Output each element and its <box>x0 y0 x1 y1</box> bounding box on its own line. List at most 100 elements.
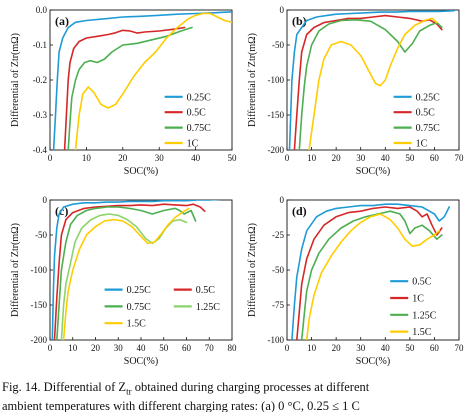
series-line <box>51 200 221 340</box>
legend-entry: 0.75C <box>127 302 152 313</box>
legend-entry: 1.5C <box>412 327 432 338</box>
y-tick-label: 0 <box>280 195 285 205</box>
y-tick-label: -100 <box>268 335 285 345</box>
legend-entry: 1.25C <box>412 310 437 321</box>
legend-entry: 0.25C <box>127 285 152 296</box>
y-tick-label: -0.1 <box>33 40 47 50</box>
chart-panel: 0 10 20 30 40 50 60 70 0 -25 -50 -75 -100 SOC(%) Diffe… <box>247 195 464 367</box>
legend-entry: 1C <box>412 294 424 305</box>
series-line <box>62 207 190 340</box>
y-tick-label: -50 <box>272 265 284 275</box>
y-axis-title: Differential of Ztr(mΩ) <box>247 223 258 317</box>
panel-label: (d) <box>292 204 307 218</box>
y-tick-label: 0 <box>43 195 48 205</box>
figure-caption: Fig. 14. Differential of Ztr obtained du… <box>2 380 474 412</box>
x-tick-label: 70 <box>455 343 465 353</box>
x-tick-label: 0 <box>48 153 53 163</box>
panel-label: (a) <box>55 14 69 28</box>
x-tick-label: 40 <box>191 153 201 163</box>
x-axis-title: SOC(%) <box>356 356 390 367</box>
series-line <box>298 19 443 150</box>
y-axis-title: Differential of Ztr(mΩ) <box>10 223 21 317</box>
y-tick-label: -25 <box>272 230 284 240</box>
series-line <box>305 213 441 340</box>
x-axis-title: SOC(%) <box>356 166 390 177</box>
y-tick-label: -0.2 <box>33 75 47 85</box>
caption-subscript: tr <box>126 386 132 397</box>
series-line <box>53 203 206 340</box>
y-tick-label: -0.4 <box>33 145 48 155</box>
chart-panel: 0 10 20 30 40 50 0.0 -0.1 -0.2 -0.3 -0.4 SOC(%) Diff… <box>10 5 237 177</box>
x-tick-label: 50 <box>228 153 238 163</box>
series-line <box>296 206 443 340</box>
x-axis-title: SOC(%) <box>124 166 158 177</box>
legend-entry: 0.25C <box>416 92 441 103</box>
chart-panel: 0 10 20 30 40 50 60 70 0 -50 -100 -150 -200 SOC(%) Dif… <box>247 5 464 177</box>
x-tick-label: 0 <box>285 343 290 353</box>
x-tick-label: 20 <box>118 153 128 163</box>
legend-entry: 0.75C <box>187 123 212 134</box>
x-tick-label: 10 <box>307 343 317 353</box>
x-axis-title: SOC(%) <box>124 356 158 367</box>
x-tick-label: 50 <box>159 343 169 353</box>
x-tick-label: 0 <box>285 153 290 163</box>
x-tick-label: 0 <box>48 343 53 353</box>
y-tick-label: -0.3 <box>33 110 48 120</box>
x-tick-label: 60 <box>182 343 192 353</box>
legend-entry: 1C <box>416 139 428 150</box>
y-tick-label: 0 <box>280 5 285 15</box>
series-line <box>52 11 232 150</box>
legend-entry: 0.5C <box>196 285 216 296</box>
series-line <box>60 213 188 340</box>
x-tick-label: 20 <box>332 153 342 163</box>
caption-line-2: ambient temperatures with different char… <box>2 398 360 412</box>
x-tick-label: 60 <box>430 153 440 163</box>
y-axis-title: Differential of Ztr(mΩ) <box>10 33 21 127</box>
x-tick-label: 40 <box>381 343 391 353</box>
x-tick-label: 60 <box>430 343 440 353</box>
x-tick-label: 70 <box>455 153 465 163</box>
x-tick-label: 50 <box>405 343 415 353</box>
series-line <box>67 26 193 150</box>
x-tick-label: 30 <box>155 153 165 163</box>
x-tick-label: 10 <box>68 343 78 353</box>
legend-entry: 0.5C <box>416 108 436 119</box>
legend-entry: 0.75C <box>416 123 441 134</box>
series-line <box>63 26 186 150</box>
x-tick-label: 30 <box>356 153 366 163</box>
caption-line-1-end: obtained during charging processes at di… <box>131 380 370 394</box>
x-tick-label: 20 <box>332 343 342 353</box>
y-tick-label: -100 <box>31 265 48 275</box>
legend-entry: 1C <box>187 139 199 150</box>
y-tick-label: 0.0 <box>36 5 48 15</box>
x-tick-label: 10 <box>307 153 317 163</box>
y-tick-label: -200 <box>268 145 285 155</box>
y-tick-label: -100 <box>268 75 285 85</box>
y-tick-label: -50 <box>272 40 284 50</box>
caption-line-1-start: Fig. 14. Differential of Z <box>2 380 127 394</box>
x-tick-label: 20 <box>91 343 101 353</box>
y-axis-title: Differential of Ztr(mΩ) <box>247 33 258 127</box>
series-line <box>74 12 232 150</box>
y-tick-label: -150 <box>268 110 285 120</box>
panel-label: (b) <box>292 14 307 28</box>
x-tick-label: 30 <box>356 343 366 353</box>
x-tick-label: 70 <box>205 343 215 353</box>
x-tick-label: 40 <box>137 343 147 353</box>
x-tick-label: 40 <box>381 153 391 163</box>
legend-entry: 1.25C <box>196 302 221 313</box>
y-tick-label: -200 <box>31 335 48 345</box>
x-tick-label: 10 <box>82 153 92 163</box>
y-tick-label: -75 <box>272 300 284 310</box>
series-line <box>56 206 197 340</box>
legend-entry: 0.5C <box>412 277 432 288</box>
y-tick-label: -150 <box>31 300 48 310</box>
chart-panel: 0 10 20 30 40 50 60 70 80 0 -50 -100 -150 -200 SOC(%) D… <box>10 195 237 367</box>
series-line <box>291 203 450 340</box>
legend-entry: 1.5C <box>127 319 147 330</box>
caption-line-1: Fig. 14. Differential of Ztr obtained du… <box>2 380 474 399</box>
x-tick-label: 80 <box>228 343 238 353</box>
x-tick-label: 50 <box>405 153 415 163</box>
x-tick-label: 30 <box>114 343 124 353</box>
